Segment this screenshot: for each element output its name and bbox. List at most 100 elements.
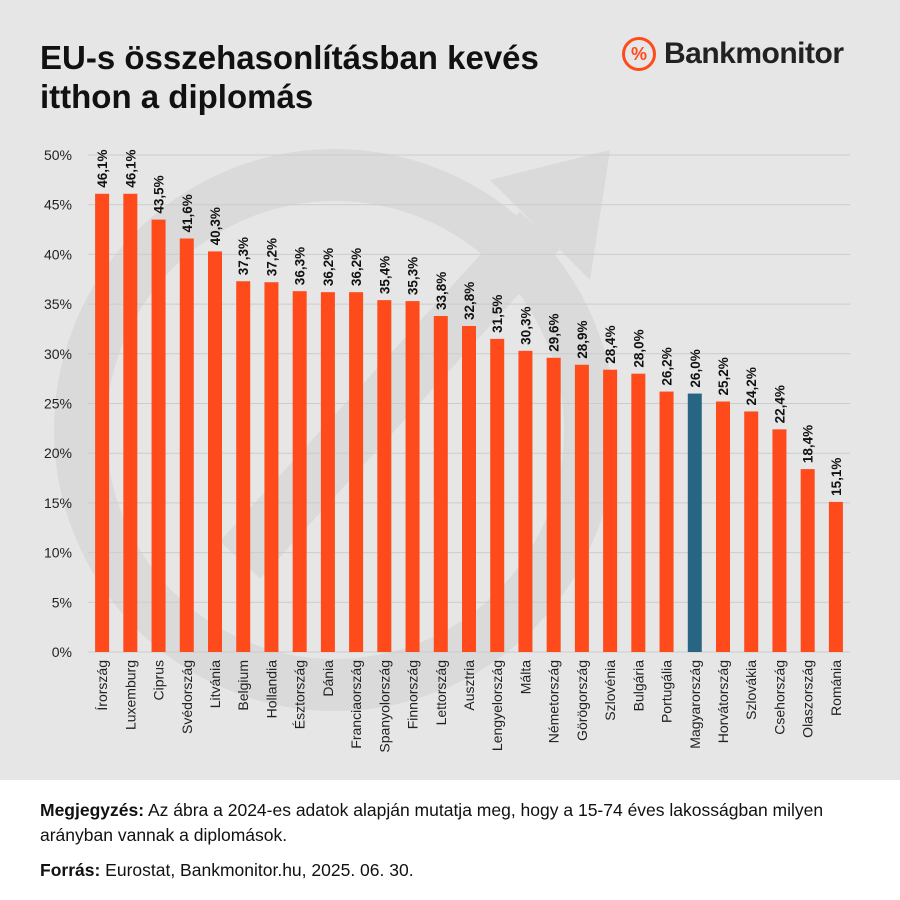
data-label: 41,6% xyxy=(180,194,195,232)
x-tick-label: Románia xyxy=(828,660,844,716)
data-label: 26,2% xyxy=(660,347,675,385)
data-label: 35,3% xyxy=(406,257,421,295)
x-tick-label: Magyarország xyxy=(687,660,703,749)
x-tick-label: Hollandia xyxy=(263,660,279,719)
bar xyxy=(518,350,533,652)
bar xyxy=(716,401,730,652)
bar xyxy=(208,251,222,652)
x-tick-label: Lengyelország xyxy=(489,660,505,751)
note-label: Megjegyzés: xyxy=(40,800,145,820)
x-tick-label: Dánia xyxy=(320,660,336,697)
x-tick-label: Portugália xyxy=(659,660,675,723)
source-label: Forrás: xyxy=(40,860,101,880)
data-label: 22,4% xyxy=(772,385,787,423)
bar xyxy=(405,301,420,652)
y-tick-label: 45% xyxy=(44,197,72,213)
data-label: 25,2% xyxy=(716,357,731,395)
x-tick-label: Szlovákia xyxy=(743,660,759,720)
footer: Megjegyzés: Az ábra a 2024-es adatok ala… xyxy=(40,798,860,883)
y-tick-label: 15% xyxy=(44,495,72,511)
data-label: 31,5% xyxy=(490,295,505,333)
x-tick-label: Írország xyxy=(94,660,110,711)
bar xyxy=(574,364,589,652)
data-label: 33,8% xyxy=(434,272,449,310)
data-label: 28,0% xyxy=(631,329,646,367)
bar xyxy=(179,238,194,652)
x-tick-label: Ausztria xyxy=(461,660,477,711)
bankmonitor-logo: % Bankmonitor xyxy=(622,36,844,72)
y-tick-label: 5% xyxy=(52,594,72,610)
data-label: 36,3% xyxy=(293,247,308,285)
x-tick-label: Luxemburg xyxy=(122,660,138,730)
x-tick-label: Svédország xyxy=(179,660,195,734)
x-tick-label: Finnország xyxy=(405,660,421,729)
bar xyxy=(800,469,815,652)
bar xyxy=(377,300,392,652)
x-tick-label: Észtország xyxy=(292,660,308,729)
data-label: 37,2% xyxy=(264,238,279,276)
chart-card: EU-s összehasonlításban kevés itthon a d… xyxy=(0,0,900,780)
percent-logo-icon: % xyxy=(622,37,656,71)
data-label: 29,6% xyxy=(547,313,562,351)
bar xyxy=(264,282,279,652)
bar xyxy=(236,281,251,652)
data-label: 28,4% xyxy=(603,325,618,363)
data-label: 18,4% xyxy=(801,425,816,463)
data-label: 35,4% xyxy=(377,256,392,294)
bar xyxy=(123,193,138,653)
bar xyxy=(292,291,307,652)
bar xyxy=(772,429,787,652)
data-label: 46,1% xyxy=(95,149,110,187)
bar xyxy=(546,357,561,652)
x-tick-label: Lettország xyxy=(433,660,449,725)
x-tick-label: Litvánia xyxy=(207,660,223,708)
data-label: 37,3% xyxy=(236,237,251,275)
note-text: Az ábra a 2024-es adatok alapján mutatja… xyxy=(40,800,824,845)
x-tick-label: Franciaország xyxy=(348,660,364,749)
bar-highlight xyxy=(687,393,702,652)
data-label: 46,1% xyxy=(123,149,138,187)
bar xyxy=(828,501,843,652)
bar xyxy=(659,391,674,652)
y-tick-label: 10% xyxy=(44,545,72,561)
data-label: 36,2% xyxy=(349,248,364,286)
bar xyxy=(462,325,476,652)
bar xyxy=(603,369,618,652)
x-tick-label: Szlovénia xyxy=(602,660,618,721)
data-label: 43,5% xyxy=(152,175,167,213)
x-tick-label: Belgium xyxy=(235,660,251,711)
data-label: 32,8% xyxy=(462,282,477,320)
x-tick-label: Csehország xyxy=(771,660,787,735)
x-tick-label: Ciprus xyxy=(151,660,167,700)
bar xyxy=(320,292,335,652)
y-tick-label: 35% xyxy=(44,296,72,312)
source-text: Eurostat, Bankmonitor.hu, 2025. 06. 30. xyxy=(100,860,414,880)
data-label: 26,0% xyxy=(688,349,703,387)
x-tick-label: Spanyolország xyxy=(376,660,392,753)
footer-source: Forrás: Eurostat, Bankmonitor.hu, 2025. … xyxy=(40,858,860,883)
y-tick-label: 20% xyxy=(44,445,72,461)
y-tick-label: 0% xyxy=(52,644,72,660)
chart-title: EU-s összehasonlításban kevés itthon a d… xyxy=(40,39,539,115)
data-label: 40,3% xyxy=(208,207,223,245)
y-tick-label: 30% xyxy=(44,346,72,362)
bar xyxy=(433,316,448,652)
x-tick-label: Bulgária xyxy=(630,660,646,712)
x-tick-label: Málta xyxy=(517,660,533,694)
bar-chart: 0% 5% 10% 15% 20% 25% 30% 35% 40% 45% 50% 46,1% Íror… xyxy=(44,147,850,753)
bar xyxy=(151,219,166,653)
y-tick-label: 50% xyxy=(44,147,72,163)
x-tick-label: Horvátország xyxy=(715,660,731,743)
bar xyxy=(490,338,505,652)
y-tick-label: 25% xyxy=(44,396,72,412)
y-tick-label: 40% xyxy=(44,246,72,262)
bar xyxy=(631,373,646,652)
bar xyxy=(95,193,110,653)
x-tick-label: Németország xyxy=(546,660,562,743)
data-label: 30,3% xyxy=(518,307,533,345)
data-label: 28,9% xyxy=(575,320,590,358)
data-label: 15,1% xyxy=(829,458,844,496)
x-tick-label: Olaszország xyxy=(800,660,816,738)
data-label: 24,2% xyxy=(744,367,759,405)
logo-text: Bankmonitor xyxy=(664,37,844,70)
